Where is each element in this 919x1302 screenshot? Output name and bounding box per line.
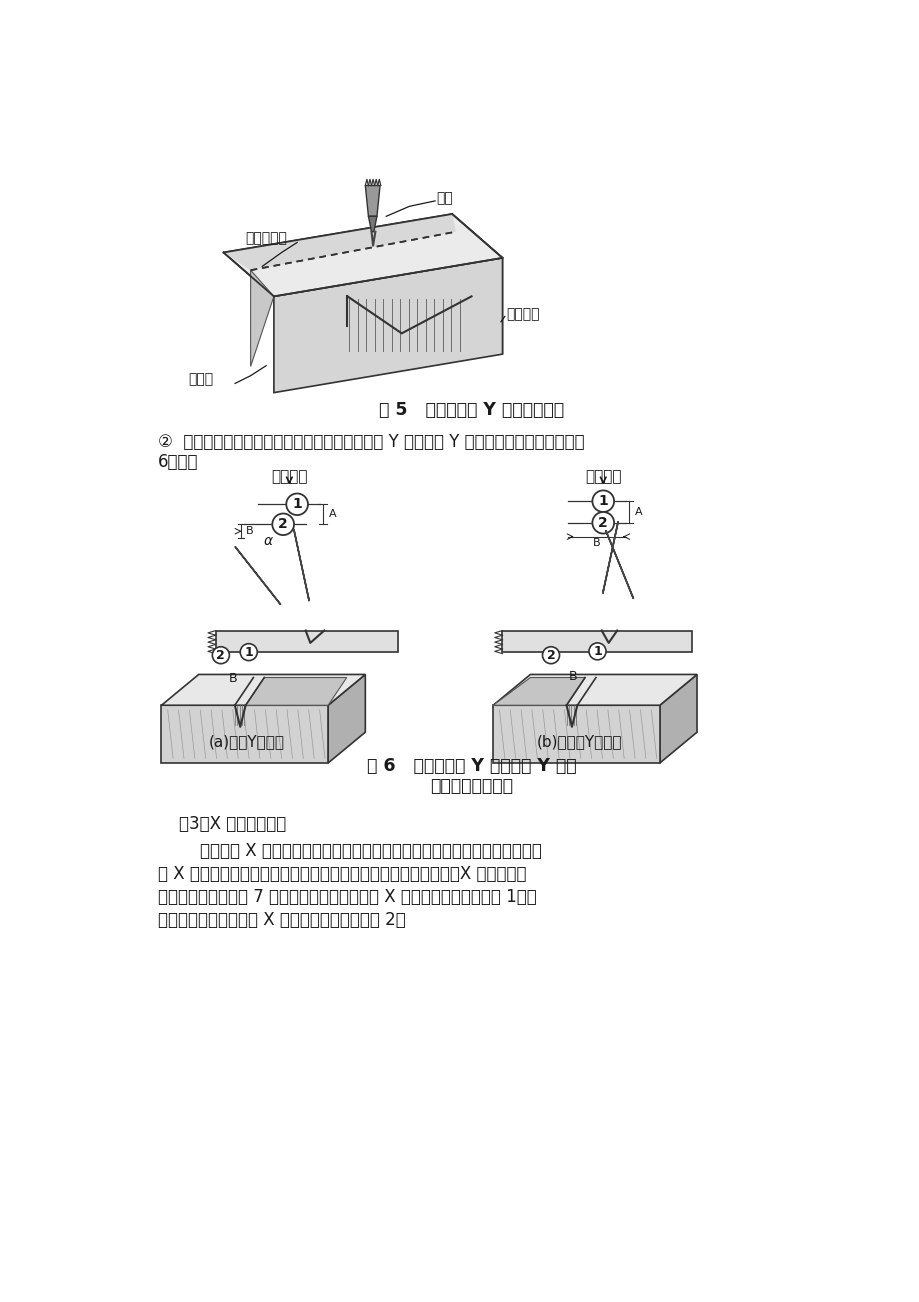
- Text: α: α: [263, 534, 272, 548]
- Polygon shape: [493, 674, 697, 706]
- Text: 切割的割嘴配置如图 7 所示。普通割嘴一次切割 X 形坡口的工艺参数见表 1，扩: 切割的割嘴配置如图 7 所示。普通割嘴一次切割 X 形坡口的工艺参数见表 1，扩: [157, 888, 536, 906]
- Polygon shape: [605, 530, 633, 599]
- Text: A: A: [329, 509, 336, 519]
- Polygon shape: [659, 674, 697, 763]
- Text: 1: 1: [593, 644, 601, 658]
- Circle shape: [240, 643, 257, 660]
- Polygon shape: [602, 521, 618, 594]
- Text: 图 6   双割炬切割 Y 形（或倒 Y 形）: 图 6 双割炬切割 Y 形（或倒 Y 形）: [367, 756, 575, 775]
- Polygon shape: [223, 214, 502, 297]
- Text: 钝边线: 钝边线: [188, 372, 213, 387]
- Polygon shape: [245, 677, 346, 706]
- Text: (a)切割Y形坡口: (a)切割Y形坡口: [209, 734, 285, 749]
- Polygon shape: [278, 602, 280, 604]
- Polygon shape: [493, 706, 659, 763]
- Text: （3）X 形坡口的气割: （3）X 形坡口的气割: [157, 815, 286, 833]
- Polygon shape: [216, 630, 397, 652]
- Circle shape: [212, 647, 229, 664]
- Text: 散型快速割嘴一次切割 X 形坡口的工艺参数见表 2。: 散型快速割嘴一次切割 X 形坡口的工艺参数见表 2。: [157, 911, 405, 928]
- Polygon shape: [274, 258, 502, 393]
- Text: 1: 1: [292, 497, 301, 512]
- Polygon shape: [493, 677, 584, 706]
- Text: 1: 1: [597, 495, 607, 508]
- Circle shape: [592, 512, 614, 534]
- Text: 割嘴: 割嘴: [437, 191, 453, 206]
- Text: 边 X 形坡口可采用单割炬分次切割，也可用三割炬一次加工出来。X 形坡口一次: 边 X 形坡口可采用单割炬分次切割，也可用三割炬一次加工出来。X 形坡口一次: [157, 865, 526, 883]
- Circle shape: [588, 643, 606, 660]
- Text: B: B: [568, 671, 576, 684]
- Text: 6所示。: 6所示。: [157, 453, 198, 471]
- Text: B: B: [229, 672, 237, 685]
- Polygon shape: [162, 674, 365, 706]
- Text: 2: 2: [216, 648, 225, 661]
- Circle shape: [286, 493, 308, 516]
- Circle shape: [592, 491, 614, 512]
- Text: B: B: [245, 526, 254, 536]
- Text: 切割方向: 切割方向: [271, 469, 307, 484]
- Polygon shape: [162, 706, 328, 763]
- Circle shape: [272, 513, 294, 535]
- Text: (b)切割倒Y形坡口: (b)切割倒Y形坡口: [537, 734, 622, 749]
- Polygon shape: [365, 185, 380, 216]
- Polygon shape: [631, 595, 633, 599]
- Circle shape: [542, 647, 559, 664]
- Text: 2: 2: [546, 648, 555, 661]
- Polygon shape: [451, 214, 502, 354]
- Text: 坡口时的割嘴配置: 坡口时的割嘴配置: [429, 777, 513, 796]
- Polygon shape: [223, 214, 456, 271]
- Text: 不带钝边 X 形坡口可采用单割炬分二次切割，也可用双割炬一次割出。带钝: 不带钝边 X 形坡口可采用单割炬分二次切割，也可用双割炬一次割出。带钝: [157, 841, 541, 859]
- Text: 2: 2: [597, 516, 607, 530]
- Text: 坡口切割线: 坡口切割线: [245, 232, 287, 246]
- Polygon shape: [502, 630, 692, 652]
- Polygon shape: [234, 547, 280, 604]
- Text: ②  双割炬切割可一次完成坡口制备。双割炬切割 Y 形（或倒 Y 形）坡口时的割嘴配置如图: ② 双割炬切割可一次完成坡口制备。双割炬切割 Y 形（或倒 Y 形）坡口时的割嘴…: [157, 434, 584, 452]
- Text: 工件端面: 工件端面: [505, 307, 539, 322]
- Text: 切割方向: 切割方向: [584, 469, 621, 484]
- Polygon shape: [250, 271, 274, 366]
- Polygon shape: [293, 529, 309, 602]
- Text: A: A: [634, 506, 642, 517]
- Text: 1: 1: [244, 646, 253, 659]
- Text: 图 5   单割炬切割 Y 形坡口的示意: 图 5 单割炬切割 Y 形坡口的示意: [379, 401, 563, 419]
- Text: B: B: [593, 538, 600, 548]
- Polygon shape: [368, 216, 377, 232]
- Text: 2: 2: [278, 517, 288, 531]
- Polygon shape: [328, 674, 365, 763]
